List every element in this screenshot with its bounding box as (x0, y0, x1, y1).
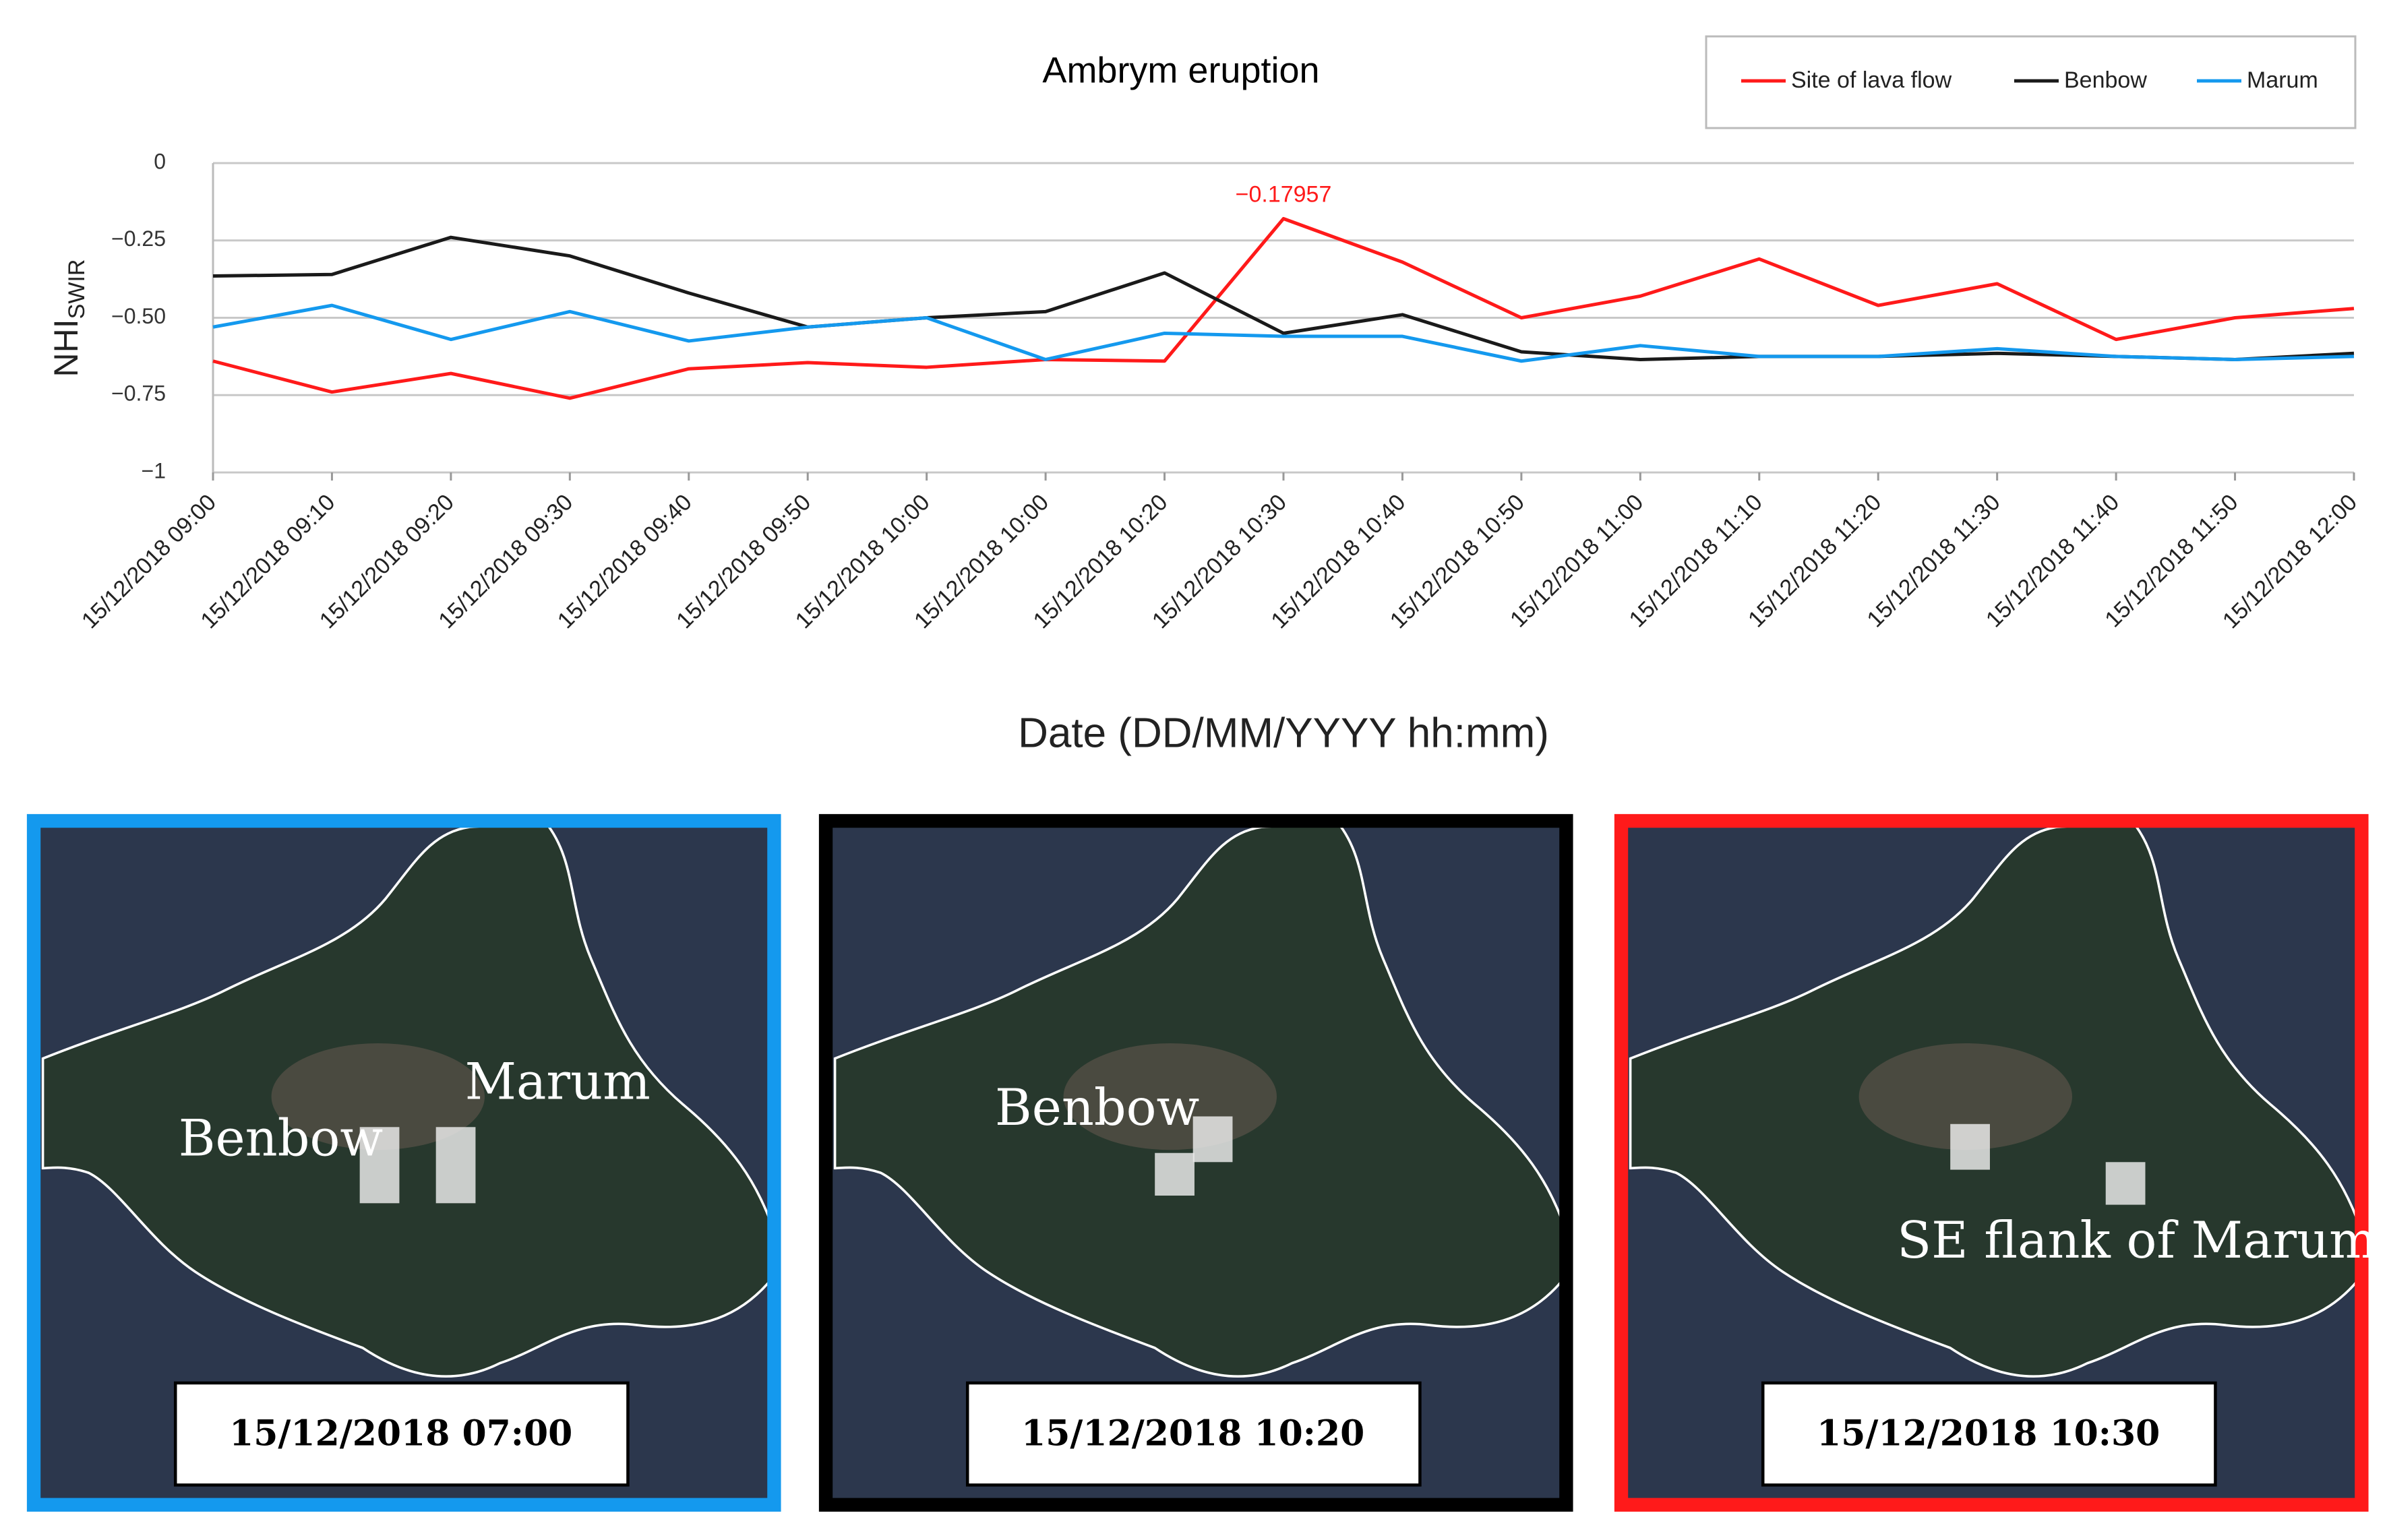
image-panel: Benbow 15/12/2018 10:20 (818, 813, 1573, 1512)
y-axis-title-main: NHI (47, 319, 85, 377)
hot-pixel (1155, 1152, 1194, 1196)
image-panel: SE flank of Marum 15/12/2018 10:30 (1614, 813, 2377, 1512)
date-label: 15/12/2018 07:00 (229, 1413, 572, 1454)
place-label: Benbow (995, 1078, 1199, 1137)
panel-border (26, 813, 781, 1512)
y-tick-label: −0.50 (111, 304, 166, 328)
date-label: 15/12/2018 10:30 (1817, 1413, 2160, 1454)
legend-label: Site of lava flow (1791, 67, 1952, 93)
volcano-ash (1858, 1043, 2072, 1150)
series-line (212, 235, 2355, 361)
hot-pixel (2105, 1162, 2146, 1205)
data-label: −0.17957 (1236, 181, 1332, 207)
place-label: Benbow (179, 1109, 383, 1167)
place-label: Marum (465, 1053, 651, 1111)
date-label: 15/12/2018 10:20 (1021, 1413, 1364, 1454)
volcano-ash (271, 1043, 485, 1150)
place-label: SE flank of Marum (1897, 1211, 2377, 1270)
hot-pixel (1192, 1116, 1233, 1163)
y-tick-label: −0.25 (111, 226, 166, 251)
hot-pixel (435, 1127, 476, 1204)
image-panel: Marum Benbow 15/12/2018 07:00 (26, 813, 781, 1512)
date-box (173, 1381, 630, 1487)
y-axis-title: NHISWIR (47, 259, 90, 377)
legend-label: Marum (2247, 67, 2318, 93)
panel-border (1614, 813, 2369, 1512)
hot-pixel (1950, 1123, 1990, 1170)
series-line (212, 303, 2355, 363)
y-axis-title-sub: SWIR (64, 259, 90, 319)
x-axis-title: Date (DD/MM/YYYY hh:mm) (1018, 710, 1549, 756)
panel-border (818, 813, 1573, 1512)
series-line (212, 216, 2355, 400)
date-box (1761, 1381, 2217, 1487)
legend-label: Benbow (2064, 67, 2147, 93)
y-tick-label: −1 (142, 458, 166, 483)
date-box (965, 1381, 1422, 1487)
chart-title: Ambrym eruption (1042, 50, 1319, 90)
y-tick-label: 0 (154, 149, 166, 173)
hot-pixel (359, 1127, 400, 1204)
y-tick-label: −0.75 (111, 381, 166, 406)
